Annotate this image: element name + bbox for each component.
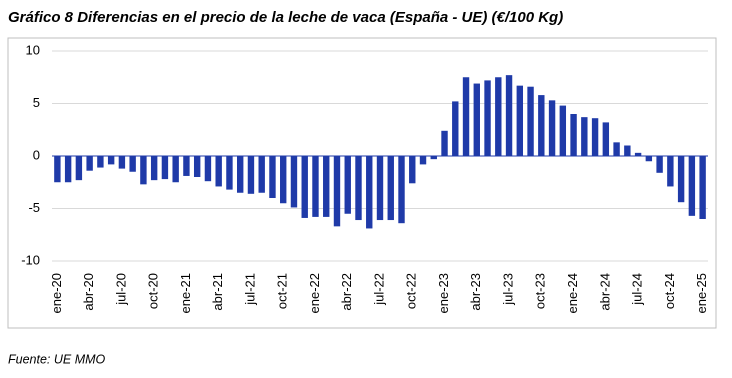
bar	[699, 156, 706, 219]
x-tick-label: ene-22	[307, 273, 322, 313]
bar	[172, 156, 179, 183]
x-tick-label: oct-21	[275, 273, 290, 309]
bar	[559, 105, 567, 156]
bar	[473, 83, 480, 156]
bar	[548, 100, 556, 156]
bar	[323, 156, 330, 217]
bar	[107, 156, 115, 165]
bar	[54, 156, 61, 183]
bar	[140, 156, 147, 185]
x-tick-label: abr-23	[468, 273, 483, 311]
bar	[64, 156, 72, 183]
x-tick-label: ene-23	[436, 273, 451, 313]
bar	[613, 142, 620, 156]
bar	[290, 156, 298, 208]
bar	[387, 156, 394, 221]
bar	[269, 156, 276, 198]
bar	[193, 156, 201, 177]
bar	[280, 156, 287, 204]
bar	[333, 156, 341, 227]
x-tick-label: oct-20	[146, 273, 161, 309]
x-tick-label: jul-21	[242, 273, 257, 306]
bar	[258, 156, 265, 193]
chart-title: Gráfico 8 Diferencias en el precio de la…	[8, 9, 563, 26]
x-tick-label: abr-20	[81, 273, 96, 311]
bar	[634, 152, 642, 156]
bar	[226, 156, 233, 190]
bar	[118, 156, 126, 169]
bar	[452, 101, 459, 156]
bar	[97, 156, 104, 168]
bar	[441, 130, 448, 156]
bar	[312, 156, 319, 217]
x-tick-label: oct-22	[404, 273, 419, 309]
bar	[581, 117, 588, 156]
bar	[204, 156, 212, 182]
bar	[516, 85, 524, 156]
bar	[667, 156, 674, 187]
x-tick-label: oct-23	[533, 273, 548, 309]
y-tick-label: 10	[26, 42, 40, 57]
x-tick-label: jul-20	[113, 273, 128, 306]
bar	[495, 77, 502, 156]
bar	[398, 156, 405, 224]
x-tick-label: jul-23	[500, 273, 515, 306]
bar	[688, 156, 696, 216]
bar	[430, 156, 437, 160]
x-tick-label: ene-25	[694, 273, 709, 313]
bar	[150, 156, 158, 181]
x-tick-label: abr-22	[339, 273, 354, 311]
x-tick-label: jul-24	[630, 273, 645, 306]
bar	[215, 156, 222, 187]
x-tick-label: jul-22	[371, 273, 386, 306]
bar	[301, 156, 308, 218]
bar	[527, 86, 534, 156]
bar	[355, 156, 362, 221]
x-tick-label: ene-20	[49, 273, 64, 313]
bar	[602, 122, 610, 156]
bar	[161, 156, 169, 180]
bar	[656, 156, 663, 173]
bar	[409, 156, 416, 184]
x-tick-label: ene-21	[178, 273, 193, 313]
x-tick-label: oct-24	[662, 273, 677, 309]
bar	[183, 156, 190, 176]
bar	[591, 118, 599, 156]
chart-frame	[7, 37, 717, 329]
bar	[86, 156, 93, 171]
bar	[645, 156, 653, 162]
bar	[484, 80, 491, 156]
y-tick-label: 0	[33, 147, 40, 162]
bar	[570, 114, 577, 156]
bar	[236, 156, 244, 193]
bar	[538, 95, 545, 156]
bar	[366, 156, 373, 229]
bar	[462, 77, 470, 156]
bar	[677, 156, 685, 203]
x-tick-label: abr-24	[597, 273, 612, 311]
y-tick-label: -10	[21, 252, 40, 267]
x-tick-label: ene-24	[565, 273, 580, 313]
bar	[129, 156, 136, 172]
bar	[75, 156, 83, 181]
x-tick-label: abr-21	[210, 273, 225, 311]
y-tick-label: -5	[28, 200, 40, 215]
bar	[419, 156, 427, 165]
source-note: Fuente: UE MMO	[8, 352, 106, 366]
bar	[505, 75, 513, 156]
bar	[624, 145, 631, 156]
y-tick-label: 5	[33, 95, 40, 110]
bar	[344, 156, 351, 214]
bar	[376, 156, 384, 221]
bar	[247, 156, 255, 194]
